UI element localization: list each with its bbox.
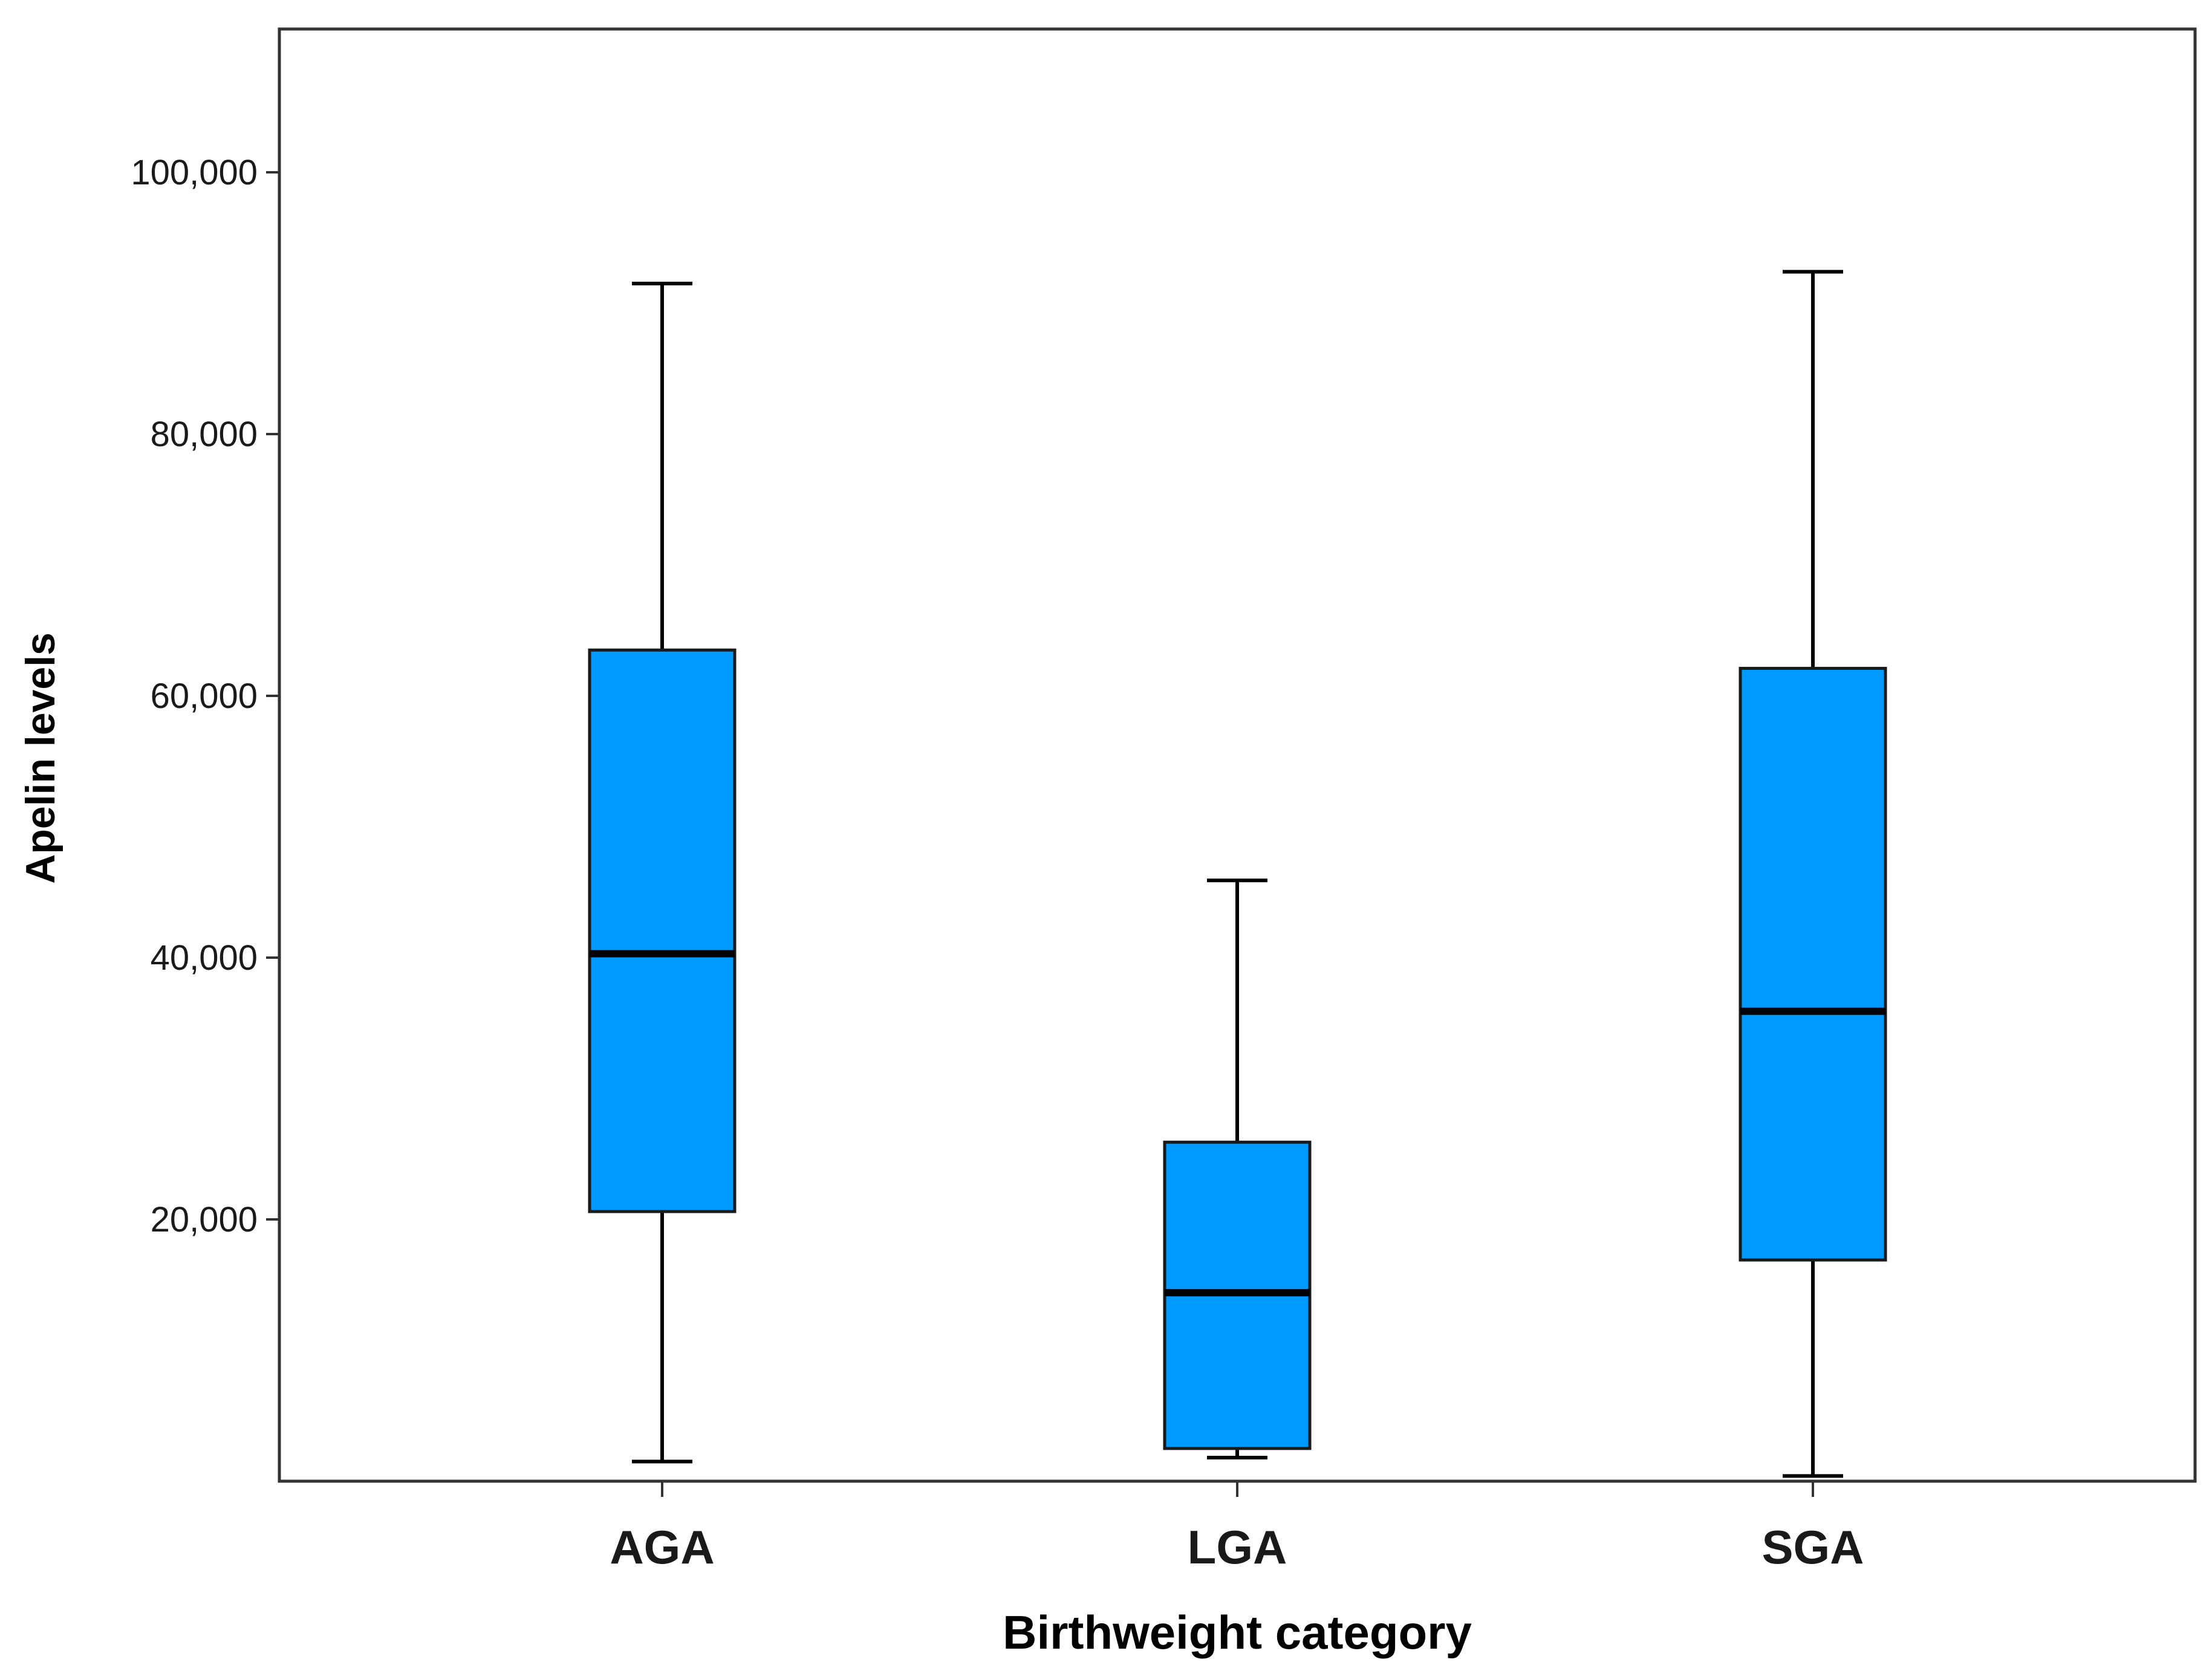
x-tick-label: SGA [1761,1520,1864,1574]
x-tick-label: LGA [1188,1520,1287,1574]
y-tick-label: 40,000 [151,938,258,978]
y-tick-label: 80,000 [151,415,258,454]
box-sga [1739,667,1887,1262]
y-tick-label: 100,000 [131,153,258,192]
x-axis-label: Birthweight category [1003,1606,1472,1659]
x-tick-label: AGA [610,1520,714,1574]
y-tick-label: 60,000 [151,677,258,716]
plot-area: 20,000 40,000 60,000 80,000 100,000 AGA LGA SGA [131,27,2197,1574]
y-tick-label: 20,000 [151,1200,258,1239]
y-axis-label: Apelin levels [18,632,63,884]
box-aga [588,648,737,1213]
